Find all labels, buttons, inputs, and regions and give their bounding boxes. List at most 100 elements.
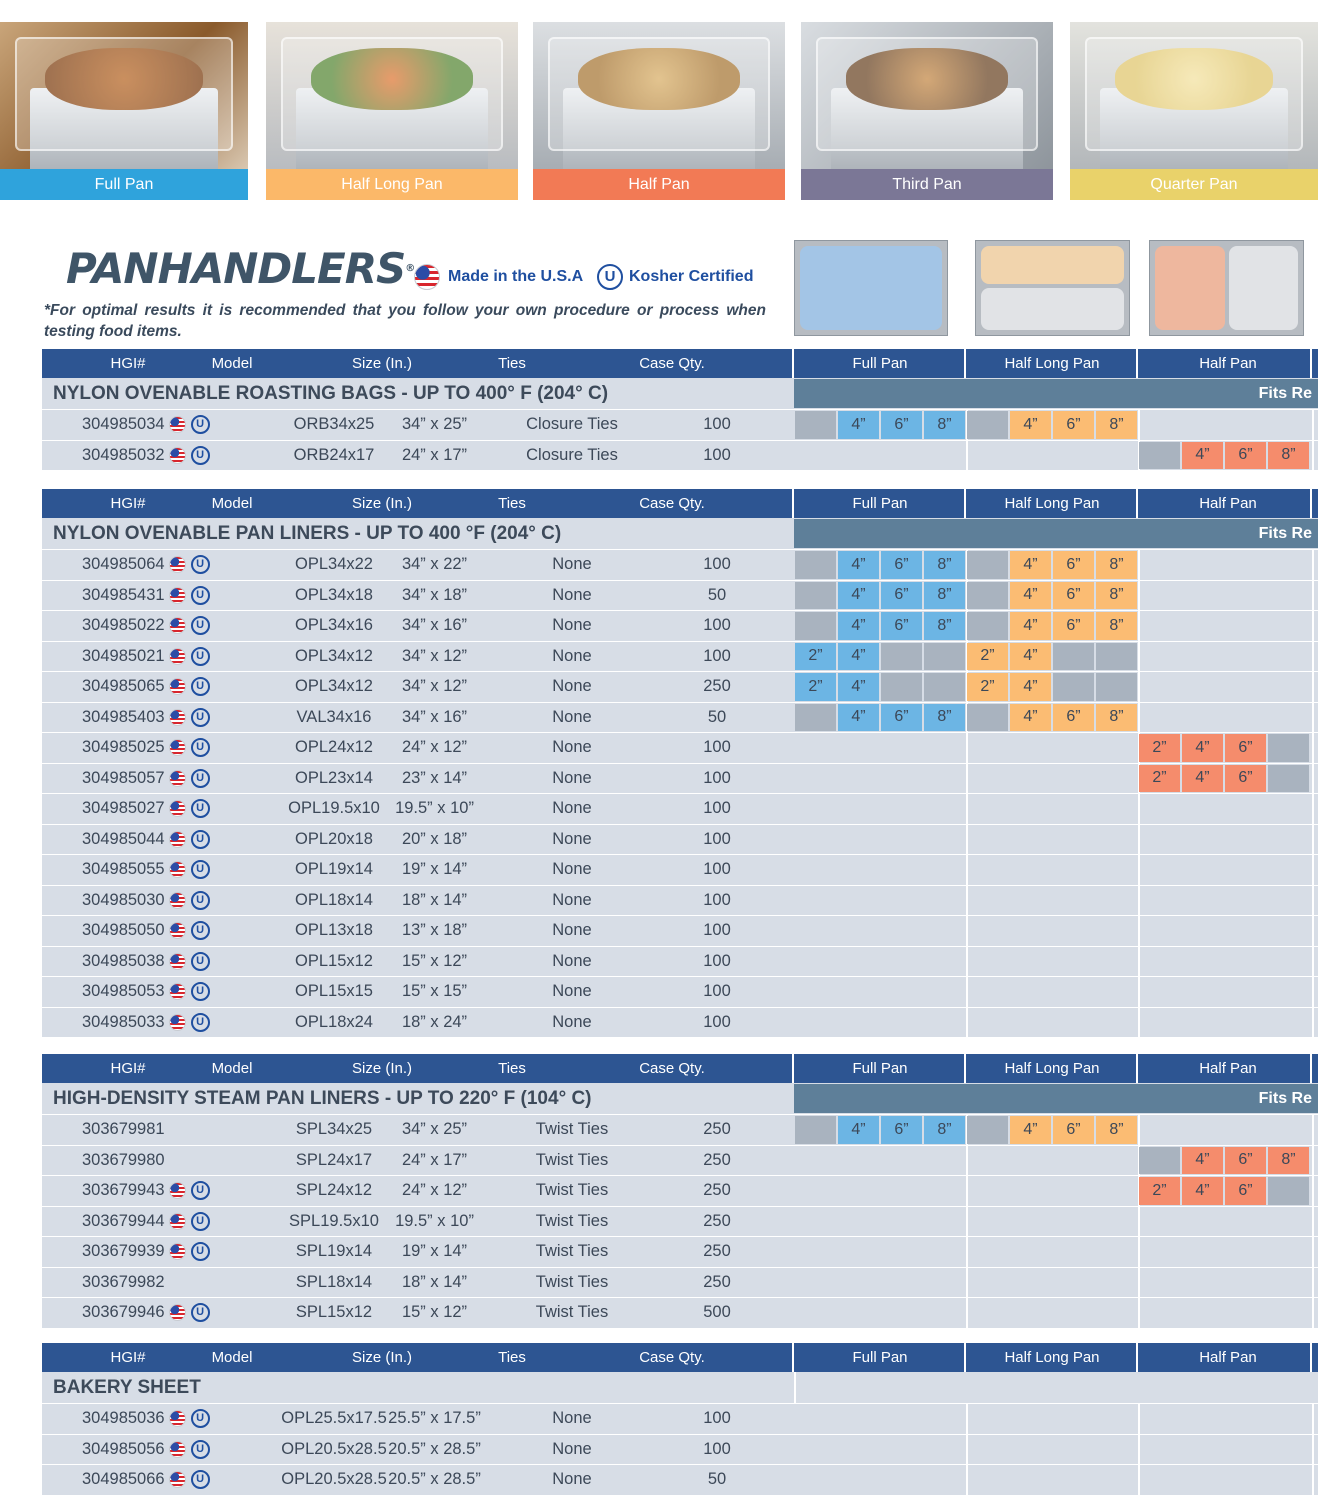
pan-depth-cell: 4” bbox=[1182, 734, 1223, 762]
cell-model: SPL24x17 bbox=[295, 1150, 373, 1169]
pan-fit-cells: 4” 6” 8” bbox=[794, 1145, 1318, 1175]
pan-fit-cells bbox=[794, 916, 1318, 946]
group-divider bbox=[1312, 1176, 1314, 1206]
usa-flag-icon bbox=[168, 983, 186, 1001]
table-row: 304985050 U OPL13x18 13” x 18” None 100 bbox=[42, 915, 1318, 946]
cell-ties: Closure Ties bbox=[526, 445, 618, 464]
group-divider bbox=[1138, 550, 1140, 580]
group-divider bbox=[1138, 1115, 1140, 1145]
group-divider bbox=[1138, 855, 1140, 885]
third-pan-image bbox=[801, 22, 1053, 169]
pan-depth-cell: 6” bbox=[881, 581, 922, 609]
kosher-label: Kosher Certified bbox=[629, 268, 754, 285]
usa-flag-icon bbox=[168, 586, 186, 604]
pan-depth-cell: 8” bbox=[924, 411, 965, 439]
usa-flag-icon bbox=[168, 1212, 186, 1230]
cell-size: 24” x 17” bbox=[401, 445, 468, 464]
cell-size: 20” x 18” bbox=[401, 829, 468, 848]
kosher-icon: U bbox=[190, 646, 210, 666]
group-divider bbox=[1312, 794, 1314, 824]
column-header-case-qty: Case Qty. bbox=[639, 355, 705, 372]
header-divider bbox=[964, 1054, 966, 1083]
cell-qty: 50 bbox=[707, 1470, 727, 1489]
hgi-text: 304985034 bbox=[82, 415, 165, 434]
column-header-ties: Ties bbox=[498, 1060, 526, 1077]
group-divider bbox=[1138, 641, 1140, 671]
section-title: HIGH-DENSITY STEAM PAN LINERS - UP TO 22… bbox=[53, 1088, 592, 1109]
hgi-text: 304985036 bbox=[82, 1409, 165, 1428]
cell-qty: 250 bbox=[703, 1242, 731, 1261]
pan-fit-cells: 4” 6” 8” 4” 6” 8” bbox=[794, 611, 1318, 641]
half-pan-image bbox=[533, 22, 785, 169]
cell-ties: None bbox=[552, 1409, 592, 1428]
group-divider bbox=[1312, 1145, 1314, 1175]
cell-size: 19.5” x 10” bbox=[395, 1211, 474, 1230]
usa-flag-icon bbox=[168, 952, 186, 970]
group-divider bbox=[1312, 611, 1314, 641]
pan-depth-cell bbox=[795, 581, 836, 609]
cell-size: 34” x 22” bbox=[401, 555, 468, 574]
header-divider bbox=[792, 1343, 794, 1372]
pan-depth-cell: 6” bbox=[881, 612, 922, 640]
cell-ties: None bbox=[552, 1012, 592, 1031]
column-header-hgi: HGI# bbox=[110, 495, 146, 512]
table-row: 304985022 U OPL34x16 34” x 16” None 100 4” 6” 8”… bbox=[42, 610, 1318, 641]
table-row: 304985055 U OPL19x14 19” x 14” None 100 bbox=[42, 854, 1318, 885]
section-title-row: NYLON OVENABLE ROASTING BAGS - UP TO 400… bbox=[42, 378, 1318, 409]
cell-size: 15” x 15” bbox=[401, 982, 468, 1001]
cell-qty: 250 bbox=[703, 677, 731, 696]
cell-model: SPL34x25 bbox=[295, 1120, 373, 1139]
group-divider bbox=[1138, 1237, 1140, 1267]
pan-depth-cell: 6” bbox=[1225, 734, 1266, 762]
pan-depth-cell: 8” bbox=[1096, 581, 1137, 609]
kosher-icon: U bbox=[190, 1439, 210, 1459]
pan-fit-cells: 4” 6” 8” 4” 6” 8” bbox=[794, 410, 1318, 440]
pan-depth-cell: 4” bbox=[1182, 764, 1223, 792]
product-section: HGI# Model Size (In.) Ties Case Qty. Full Pan… bbox=[42, 1054, 1318, 1328]
cell-ties: Twist Ties bbox=[535, 1120, 609, 1139]
pan-depth-cell: 2” bbox=[1139, 1177, 1180, 1205]
kosher-icon: U bbox=[190, 555, 210, 575]
cell-qty: 100 bbox=[703, 445, 731, 464]
header-divider bbox=[792, 349, 794, 378]
pan-depth-cell: 8” bbox=[924, 1116, 965, 1144]
group-divider bbox=[1138, 794, 1140, 824]
usa-flag-icon bbox=[168, 708, 186, 726]
half-long-pan-image bbox=[266, 22, 518, 169]
usa-flag-icon bbox=[168, 647, 186, 665]
pan-depth-cell bbox=[1139, 441, 1180, 469]
kosher-icon: U bbox=[190, 677, 210, 697]
pan-depth-cell: 8” bbox=[1096, 612, 1137, 640]
cell-ties: None bbox=[552, 1439, 592, 1458]
table-row: 303679939 U SPL19x14 19” x 14” Twist Ties 250 bbox=[42, 1236, 1318, 1267]
cell-model: ORB24x17 bbox=[293, 445, 375, 464]
pan-depth-cell: 4” bbox=[1182, 1177, 1223, 1205]
group-divider bbox=[1138, 672, 1140, 702]
hgi-number: 303679982 bbox=[82, 1268, 232, 1298]
group-divider bbox=[1138, 410, 1140, 440]
group-divider bbox=[1312, 641, 1314, 671]
pan-depth-cell: 4” bbox=[838, 673, 879, 701]
header-divider bbox=[1136, 489, 1138, 518]
hgi-text: 304985025 bbox=[82, 738, 165, 757]
table-header: HGI# Model Size (In.) Ties Case Qty. Full Pan… bbox=[42, 1343, 1318, 1372]
hgi-number: 304985056 U bbox=[82, 1435, 232, 1465]
cell-qty: 100 bbox=[703, 616, 731, 635]
cell-model: OPL34x12 bbox=[295, 646, 373, 665]
pan-fit-cells: 2” 4” 6” bbox=[794, 733, 1318, 763]
column-header-size: Size (In.) bbox=[351, 355, 412, 372]
kosher-icon: U bbox=[190, 860, 210, 880]
pan-depth-cell: 6” bbox=[1053, 551, 1094, 579]
hgi-text: 303679946 bbox=[82, 1303, 165, 1322]
pan-depth-cell bbox=[1053, 673, 1094, 701]
pan-depth-cell: 4” bbox=[838, 551, 879, 579]
fits-area bbox=[794, 1372, 1318, 1403]
column-header-ties: Ties bbox=[498, 1349, 526, 1366]
usa-flag-icon bbox=[168, 416, 186, 434]
table-row: 304985025 U OPL24x12 24” x 12” None 100 2” 4” 6” bbox=[42, 732, 1318, 763]
header-divider bbox=[964, 349, 966, 378]
registered-mark: ® bbox=[405, 263, 415, 274]
cell-ties: Twist Ties bbox=[535, 1303, 609, 1322]
header-divider bbox=[1310, 1054, 1312, 1083]
group-divider bbox=[1312, 1267, 1314, 1297]
